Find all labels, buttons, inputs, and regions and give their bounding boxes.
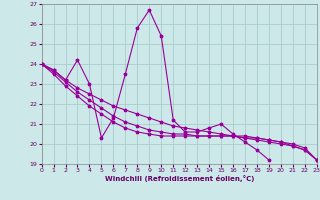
- X-axis label: Windchill (Refroidissement éolien,°C): Windchill (Refroidissement éolien,°C): [105, 175, 254, 182]
